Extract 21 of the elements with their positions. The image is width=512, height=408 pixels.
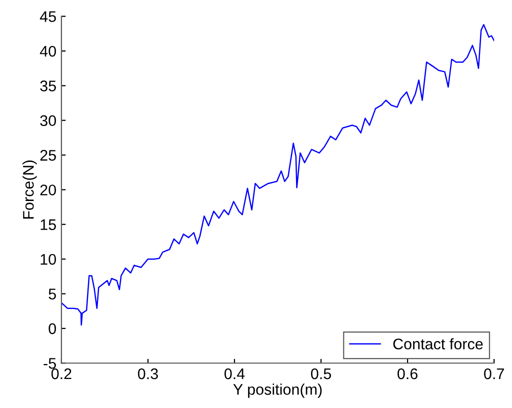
x-tick-label: 0.2 <box>51 368 72 380</box>
y-tick-label: 45 <box>40 11 56 22</box>
y-tick-label: 25 <box>40 150 56 161</box>
y-tick-label: 5 <box>48 288 56 300</box>
x-tick-label: 0.3 <box>138 368 158 380</box>
y-tick-label: 40 <box>40 46 56 57</box>
legend-label: Contact force <box>393 338 483 350</box>
y-axis-title: Force(N) <box>22 160 37 219</box>
y-tick-label: 30 <box>40 115 56 126</box>
y-tick-label: 0 <box>48 323 56 334</box>
x-axis-title: Y position(m) <box>233 384 322 398</box>
line-series <box>61 24 494 326</box>
y-tick-label: -5 <box>44 358 56 369</box>
x-tick-label: 0.5 <box>311 368 332 380</box>
y-tick-label: 15 <box>40 219 56 230</box>
y-tick-label: 10 <box>40 254 56 265</box>
y-tick-label: 35 <box>40 80 56 92</box>
x-tick-label: 0.4 <box>224 368 245 380</box>
x-tick-label: 0.6 <box>398 368 418 380</box>
x-tick-label: 0.7 <box>484 368 504 380</box>
y-tick-label: 20 <box>40 184 56 196</box>
